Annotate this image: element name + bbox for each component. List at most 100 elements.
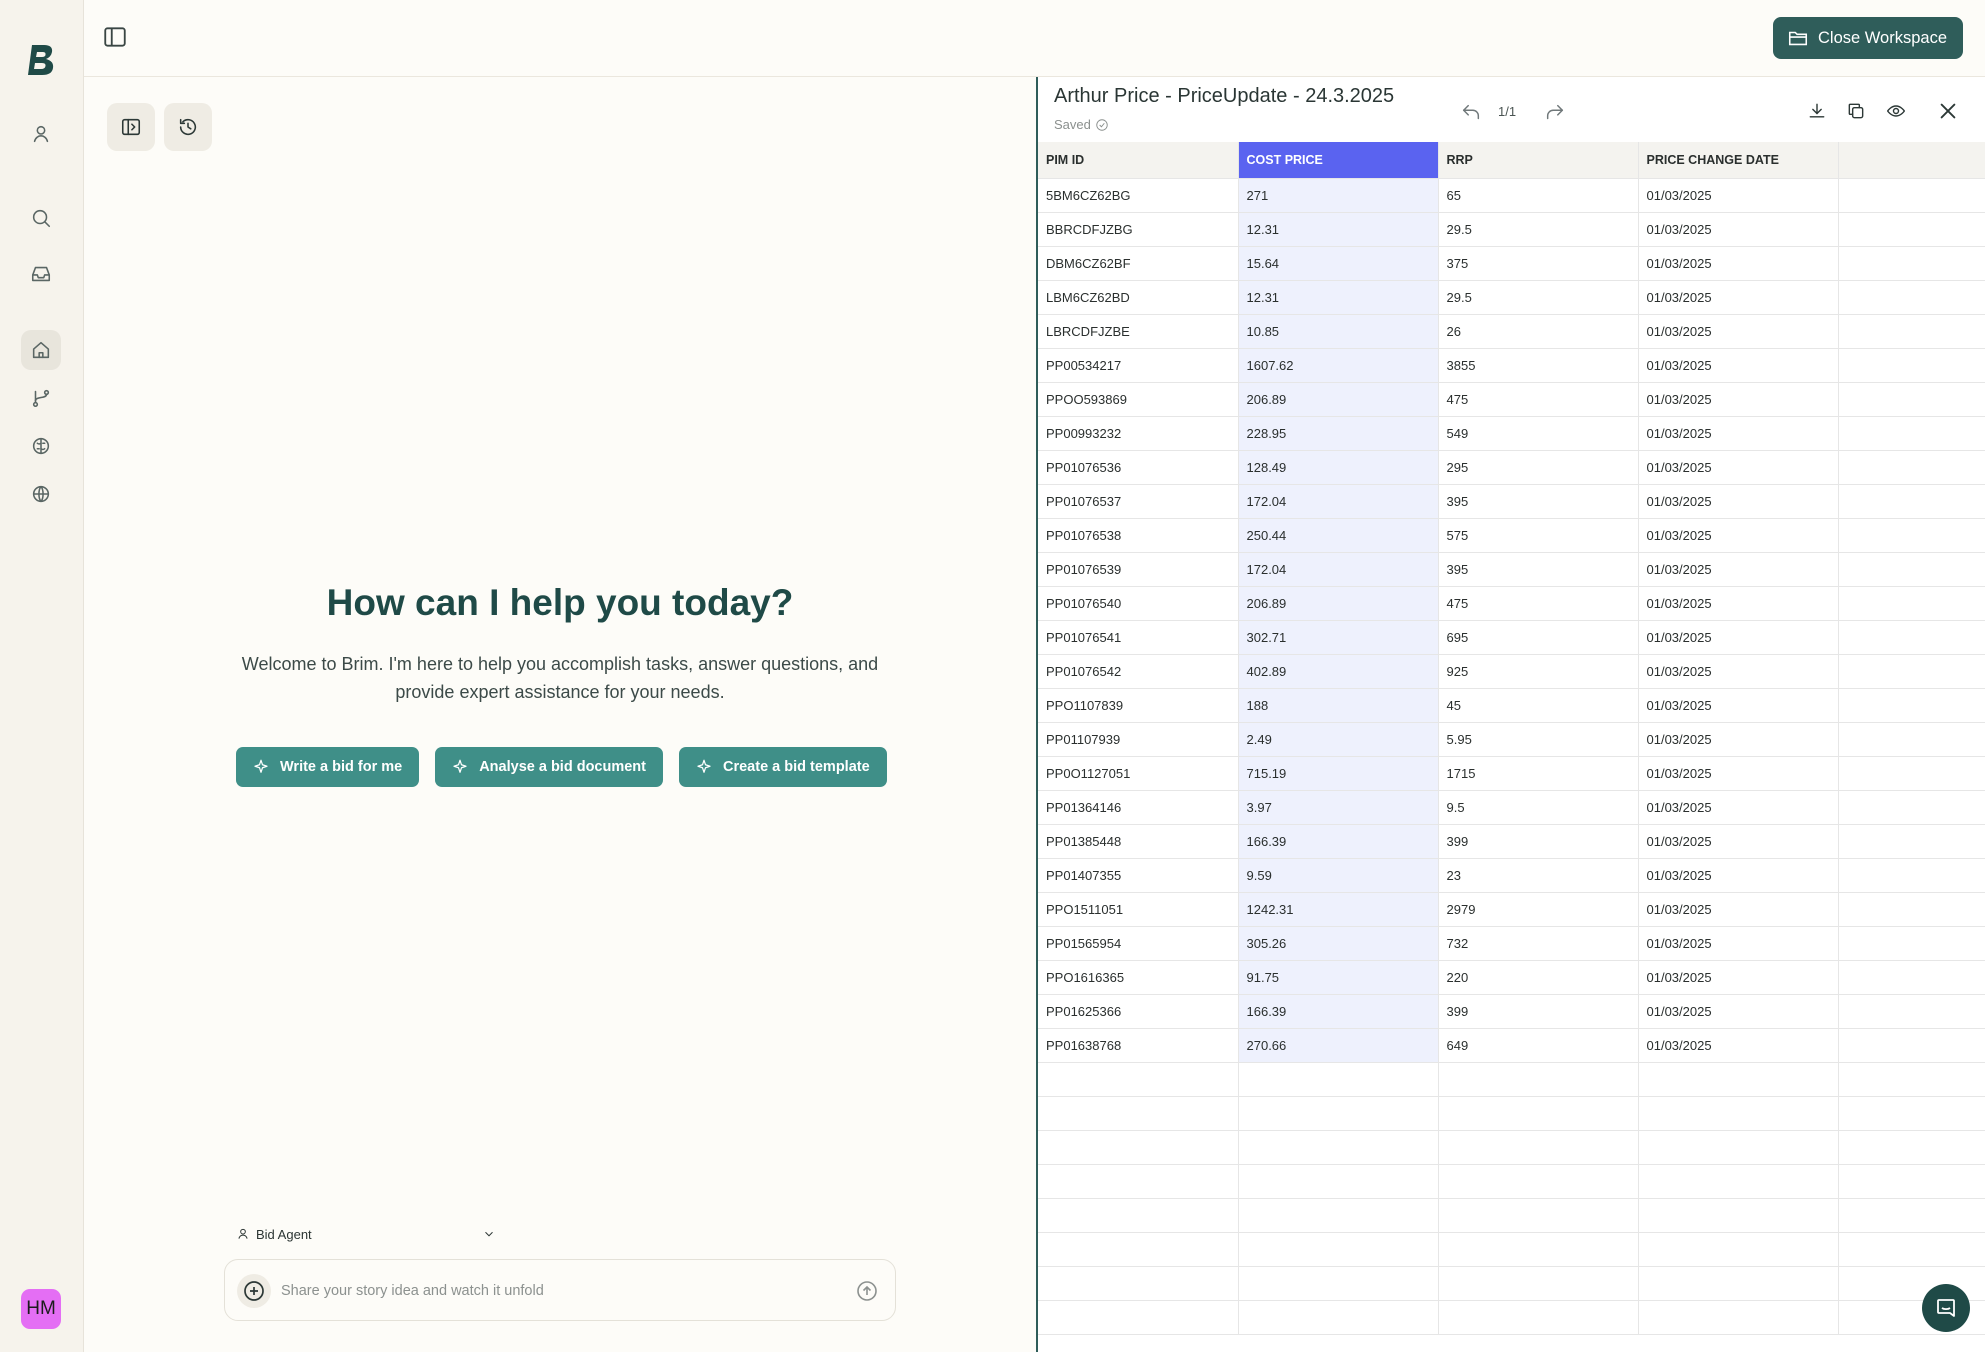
table-cell[interactable]: 23 xyxy=(1438,858,1639,893)
table-cell[interactable]: 220 xyxy=(1438,960,1639,995)
table-cell[interactable]: PPO1107839 xyxy=(1038,688,1239,723)
table-cell[interactable]: 01/03/2025 xyxy=(1638,280,1839,315)
table-cell[interactable]: 01/03/2025 xyxy=(1638,314,1839,349)
table-cell[interactable] xyxy=(1638,1164,1839,1199)
column-header[interactable]: PIM ID xyxy=(1038,142,1239,179)
table-cell[interactable] xyxy=(1638,1096,1839,1131)
table-cell[interactable]: 188 xyxy=(1238,688,1439,723)
table-cell[interactable]: 01/03/2025 xyxy=(1638,926,1839,961)
table-cell[interactable]: 549 xyxy=(1438,416,1639,451)
table-cell[interactable] xyxy=(1638,1062,1839,1097)
table-cell[interactable]: 65 xyxy=(1438,178,1639,213)
table-cell[interactable] xyxy=(1238,1062,1439,1097)
table-cell[interactable]: PPOO593869 xyxy=(1038,382,1239,417)
table-cell[interactable] xyxy=(1838,518,1985,553)
table-cell[interactable]: 166.39 xyxy=(1238,994,1439,1029)
table-cell[interactable]: 1607.62 xyxy=(1238,348,1439,383)
table-cell[interactable]: 01/03/2025 xyxy=(1638,348,1839,383)
rail-workflows[interactable] xyxy=(21,378,61,418)
table-cell[interactable] xyxy=(1838,1198,1985,1233)
table-cell[interactable]: 01/03/2025 xyxy=(1638,722,1839,757)
brim-logo-icon[interactable] xyxy=(26,44,56,76)
table-cell[interactable]: 399 xyxy=(1438,824,1639,859)
table-cell[interactable]: 172.04 xyxy=(1238,552,1439,587)
table-cell[interactable] xyxy=(1038,1300,1239,1335)
table-cell[interactable]: 475 xyxy=(1438,586,1639,621)
table-cell[interactable]: 695 xyxy=(1438,620,1639,655)
table-cell[interactable] xyxy=(1838,416,1985,451)
table-cell[interactable]: 01/03/2025 xyxy=(1638,960,1839,995)
table-cell[interactable] xyxy=(1238,1096,1439,1131)
rail-search[interactable] xyxy=(21,198,61,238)
table-cell[interactable]: 12.31 xyxy=(1238,280,1439,315)
rail-inbox[interactable] xyxy=(21,254,61,294)
table-cell[interactable] xyxy=(1038,1164,1239,1199)
table-cell[interactable] xyxy=(1838,620,1985,655)
table-cell[interactable]: 01/03/2025 xyxy=(1638,858,1839,893)
table-cell[interactable]: PP01638768 xyxy=(1038,1028,1239,1063)
table-cell[interactable] xyxy=(1238,1232,1439,1267)
table-cell[interactable]: PP01076538 xyxy=(1038,518,1239,553)
table-cell[interactable]: 29.5 xyxy=(1438,280,1639,315)
table-cell[interactable] xyxy=(1838,654,1985,689)
message-input[interactable] xyxy=(281,1279,821,1303)
table-cell[interactable]: 01/03/2025 xyxy=(1638,586,1839,621)
table-cell[interactable] xyxy=(1838,688,1985,723)
create-template-button[interactable]: Create a bid template xyxy=(679,747,887,787)
table-cell[interactable]: 250.44 xyxy=(1238,518,1439,553)
table-cell[interactable]: PP01076540 xyxy=(1038,586,1239,621)
sidebar-toggle-button[interactable] xyxy=(102,24,128,50)
table-cell[interactable]: 5BM6CZ62BG xyxy=(1038,178,1239,213)
table-cell[interactable]: 01/03/2025 xyxy=(1638,824,1839,859)
table-cell[interactable]: 1715 xyxy=(1438,756,1639,791)
table-cell[interactable] xyxy=(1838,348,1985,383)
write-bid-button[interactable]: Write a bid for me xyxy=(236,747,420,787)
table-cell[interactable]: 172.04 xyxy=(1238,484,1439,519)
table-cell[interactable]: 395 xyxy=(1438,484,1639,519)
table-cell[interactable]: 01/03/2025 xyxy=(1638,790,1839,825)
table-cell[interactable] xyxy=(1438,1198,1639,1233)
table-cell[interactable]: 5.95 xyxy=(1438,722,1639,757)
table-cell[interactable]: PP01565954 xyxy=(1038,926,1239,961)
column-header[interactable]: COST PRICE xyxy=(1238,142,1439,179)
table-cell[interactable]: PP01625366 xyxy=(1038,994,1239,1029)
table-cell[interactable]: 01/03/2025 xyxy=(1638,484,1839,519)
table-cell[interactable] xyxy=(1838,1232,1985,1267)
table-cell[interactable]: PPO1511051 xyxy=(1038,892,1239,927)
table-cell[interactable] xyxy=(1238,1266,1439,1301)
table-cell[interactable] xyxy=(1438,1164,1639,1199)
close-workspace-button[interactable]: Close Workspace xyxy=(1773,17,1963,59)
table-cell[interactable]: 402.89 xyxy=(1238,654,1439,689)
table-cell[interactable] xyxy=(1838,926,1985,961)
agent-selector[interactable]: Bid Agent xyxy=(236,1222,496,1246)
table-cell[interactable]: PP01076542 xyxy=(1038,654,1239,689)
table-cell[interactable] xyxy=(1838,552,1985,587)
table-cell[interactable]: PP00993232 xyxy=(1038,416,1239,451)
table-cell[interactable]: BBRCDFJZBG xyxy=(1038,212,1239,247)
table-cell[interactable]: 01/03/2025 xyxy=(1638,416,1839,451)
table-cell[interactable]: 206.89 xyxy=(1238,382,1439,417)
table-cell[interactable] xyxy=(1238,1130,1439,1165)
table-cell[interactable]: 9.59 xyxy=(1238,858,1439,893)
table-cell[interactable]: 01/03/2025 xyxy=(1638,756,1839,791)
table-cell[interactable] xyxy=(1238,1300,1439,1335)
table-cell[interactable] xyxy=(1638,1300,1839,1335)
table-cell[interactable]: PP01076541 xyxy=(1038,620,1239,655)
table-cell[interactable] xyxy=(1838,178,1985,213)
table-cell[interactable]: PP0O1127051 xyxy=(1038,756,1239,791)
table-cell[interactable] xyxy=(1838,858,1985,893)
preview-button[interactable] xyxy=(1883,98,1909,124)
table-cell[interactable]: 01/03/2025 xyxy=(1638,178,1839,213)
table-cell[interactable]: PP01107939 xyxy=(1038,722,1239,757)
table-cell[interactable] xyxy=(1838,1062,1985,1097)
table-cell[interactable] xyxy=(1838,756,1985,791)
table-cell[interactable] xyxy=(1838,790,1985,825)
table-cell[interactable] xyxy=(1838,960,1985,995)
table-cell[interactable] xyxy=(1838,280,1985,315)
table-cell[interactable]: 26 xyxy=(1438,314,1639,349)
table-cell[interactable] xyxy=(1838,994,1985,1029)
table-cell[interactable] xyxy=(1838,450,1985,485)
table-cell[interactable]: 715.19 xyxy=(1238,756,1439,791)
table-cell[interactable]: 01/03/2025 xyxy=(1638,620,1839,655)
table-cell[interactable] xyxy=(1238,1164,1439,1199)
